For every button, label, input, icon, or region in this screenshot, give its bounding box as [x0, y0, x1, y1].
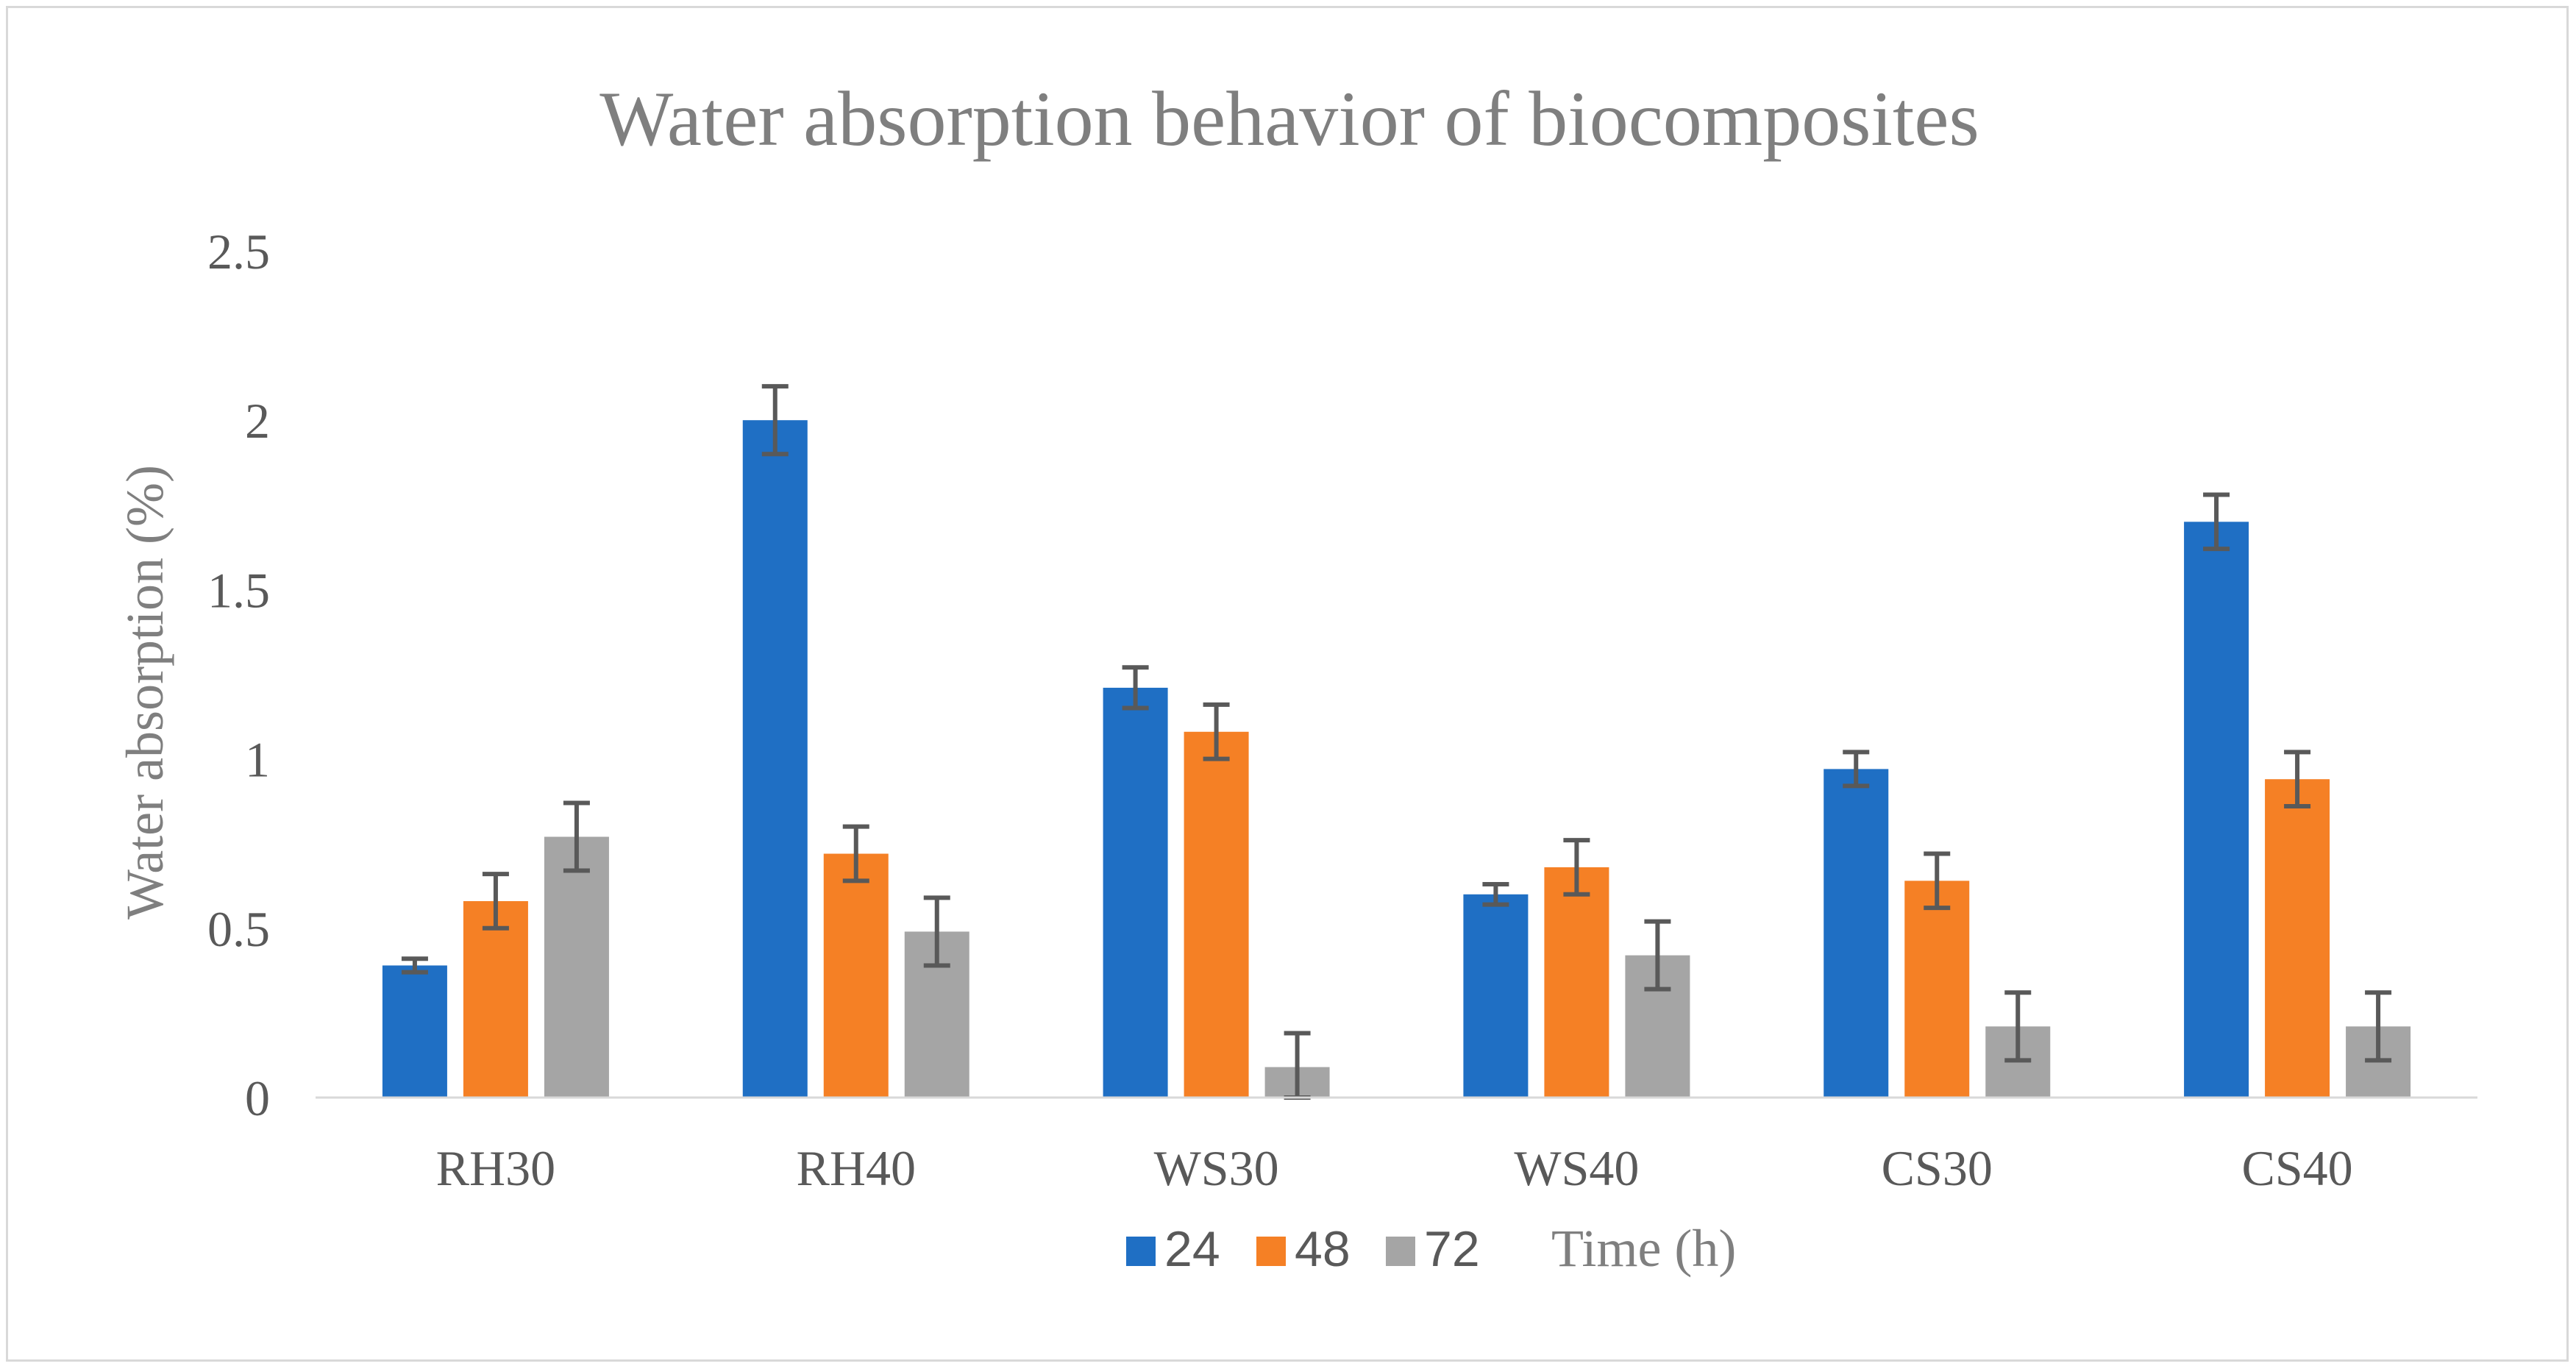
x-tick-label: CS30 — [1882, 1140, 1993, 1196]
bar-ws40-24h — [1463, 894, 1529, 1098]
bar-rh30-72h — [544, 836, 609, 1098]
bar-cs40-24h — [2184, 522, 2249, 1098]
y-axis-ticks: 0 0.5 1 1.5 2 2.5 — [207, 224, 270, 1126]
chart-title: Water absorption behavior of biocomposit… — [599, 76, 1979, 162]
y-tick-label: 2.5 — [207, 224, 270, 280]
x-axis-ticks: RH30 RH40 WS30 WS40 CS30 CS40 — [436, 1140, 2353, 1196]
legend-swatch-24h — [1126, 1237, 1156, 1266]
x-tick-label: WS40 — [1514, 1140, 1639, 1196]
legend-label: 48 — [1295, 1221, 1351, 1277]
bar-rh40-24h — [742, 420, 808, 1098]
bar-rh30-48h — [463, 900, 528, 1098]
bar-ws30-48h — [1184, 731, 1249, 1098]
y-tick-label: 0 — [245, 1070, 270, 1126]
bar-cs40-48h — [2265, 779, 2330, 1098]
bar-rh40-48h — [823, 853, 889, 1098]
x-tick-label: RH40 — [797, 1140, 916, 1196]
legend-swatch-72h — [1386, 1237, 1415, 1266]
legend-label: 72 — [1424, 1221, 1480, 1277]
y-tick-label: 2 — [245, 393, 270, 449]
y-tick-label: 0.5 — [207, 901, 270, 957]
bar-series — [382, 420, 2411, 1098]
chart-frame: Water absorption behavior of biocomposit… — [6, 6, 2569, 1362]
legend-title: Time (h) — [1551, 1219, 1736, 1278]
x-tick-label: WS30 — [1154, 1140, 1279, 1196]
error-bars — [401, 384, 2392, 1100]
y-axis-title: Water absorption (%) — [115, 465, 174, 920]
y-tick-label: 1.5 — [207, 562, 270, 618]
bar-cs30-48h — [1904, 881, 1970, 1098]
bar-ws40-48h — [1544, 867, 1609, 1098]
legend: 24 48 72 Time (h) — [1126, 1219, 1736, 1278]
bar-rh30-24h — [382, 965, 447, 1098]
x-tick-label: CS40 — [2241, 1140, 2352, 1196]
legend-label: 24 — [1164, 1221, 1220, 1277]
y-tick-label: 1 — [245, 732, 270, 788]
bar-cs30-24h — [1824, 769, 1889, 1098]
bar-ws30-24h — [1103, 687, 1168, 1098]
legend-swatch-48h — [1256, 1237, 1286, 1266]
bar-chart: Water absorption behavior of biocomposit… — [115, 76, 2477, 1278]
x-tick-label: RH30 — [436, 1140, 555, 1196]
